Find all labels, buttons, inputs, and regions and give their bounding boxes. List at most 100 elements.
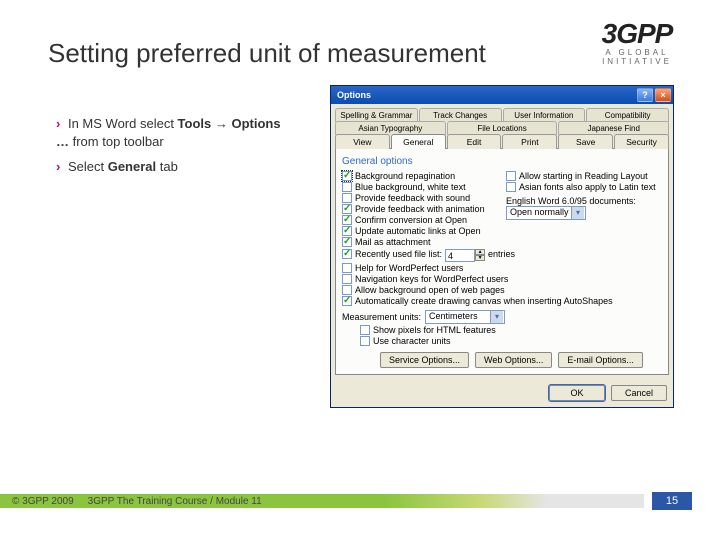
dialog-buttons: OK Cancel [331, 379, 673, 407]
label: Provide feedback with animation [355, 204, 485, 214]
tab-asian-typography[interactable]: Asian Typography [335, 121, 446, 135]
checkbox-icon[interactable] [342, 237, 352, 247]
doc-mode-select[interactable]: Open normally [506, 206, 586, 220]
measurement-row: Measurement units: Centimeters [342, 310, 662, 324]
option-navigation-keys-for-wordperf[interactable]: Navigation keys for WordPerfect users [342, 274, 662, 284]
label: Mail as attachment [355, 237, 431, 247]
checkbox-icon[interactable] [506, 171, 516, 181]
recent-files-spinner[interactable]: ▲▼ [445, 249, 485, 262]
option-update-automatic-links-at-op[interactable]: Update automatic links at Open [342, 226, 498, 236]
label: Update automatic links at Open [355, 226, 481, 236]
label: entries [488, 249, 515, 259]
option-use-character-units[interactable]: Use character units [360, 336, 662, 346]
option-blue-background-white-text[interactable]: Blue background, white text [342, 182, 498, 192]
text: Select [68, 159, 108, 174]
option-help-for-wordperfect-users[interactable]: Help for WordPerfect users [342, 263, 662, 273]
option-confirm-conversion-at-open[interactable]: Confirm conversion at Open [342, 215, 498, 225]
checkbox-icon[interactable] [342, 171, 352, 181]
checkbox-icon[interactable] [342, 226, 352, 236]
copyright: © 3GPP 2009 [12, 496, 74, 507]
label: Show pixels for HTML features [373, 325, 496, 335]
titlebar[interactable]: Options ? × [331, 86, 673, 104]
measurement-select[interactable]: Centimeters [425, 310, 505, 324]
tab-user-information[interactable]: User Information [503, 108, 586, 122]
general-panel: General options Background repaginationB… [335, 148, 669, 375]
dialog-title: Options [337, 90, 371, 100]
instruction-item: › Select General tab [56, 158, 286, 176]
option-show-pixels-for-html-feature[interactable]: Show pixels for HTML features [360, 325, 662, 335]
option-background-repagination[interactable]: Background repagination [342, 171, 498, 181]
arrow: → [211, 116, 231, 131]
logo: 3GPP A GLOBAL INITIATIVE [582, 20, 692, 66]
tab-compatibility[interactable]: Compatibility [586, 108, 669, 122]
footer: © 3GPP 2009 3GPP The Training Course / M… [0, 492, 720, 510]
options-dialog: Options ? × Spelling & GrammarTrack Chan… [330, 85, 674, 408]
checkbox-icon[interactable] [342, 204, 352, 214]
label: Allow starting in Reading Layout [519, 171, 648, 181]
checkbox-icon[interactable] [342, 182, 352, 192]
tab-file-locations[interactable]: File Locations [447, 121, 558, 135]
web-options--button[interactable]: Web Options... [475, 352, 552, 368]
e-mail-options--button[interactable]: E-mail Options... [558, 352, 643, 368]
spin-buttons[interactable]: ▲▼ [475, 249, 485, 262]
option-mail-as-attachment[interactable]: Mail as attachment [342, 237, 498, 247]
label: Navigation keys for WordPerfect users [355, 274, 508, 284]
spin-down-icon[interactable]: ▼ [475, 255, 485, 261]
checkbox-icon[interactable] [342, 263, 352, 273]
bullet-glyph: › [56, 116, 60, 131]
checkbox-icon[interactable] [342, 249, 352, 259]
footer-bar: © 3GPP 2009 3GPP The Training Course / M… [0, 494, 644, 508]
instruction-list: › In MS Word select Tools → Options … fr… [56, 115, 286, 184]
label: Help for WordPerfect users [355, 263, 463, 273]
checkbox-icon[interactable] [360, 325, 370, 335]
cancel-button[interactable]: Cancel [611, 385, 667, 401]
checkbox-icon[interactable] [506, 182, 516, 192]
label: Use character units [373, 336, 451, 346]
instruction-item: › In MS Word select Tools → Options … fr… [56, 115, 286, 150]
label: Provide feedback with sound [355, 193, 470, 203]
label: Background repagination [355, 171, 455, 181]
course-text: 3GPP The Training Course / Module 11 [88, 496, 262, 507]
strong: Tools [178, 116, 212, 131]
tab-strip: Spelling & GrammarTrack ChangesUser Info… [331, 104, 673, 149]
measurement-label: Measurement units: [342, 312, 421, 322]
text: In MS Word select [68, 116, 178, 131]
recent-files-option[interactable]: Recently used file list: ▲▼ entries [342, 249, 662, 262]
tab-general[interactable]: General [391, 134, 446, 149]
tab-print[interactable]: Print [502, 134, 557, 149]
tab-japanese-find[interactable]: Japanese Find [558, 121, 669, 135]
checkbox-icon[interactable] [342, 296, 352, 306]
option-asian-fonts-also-apply-to-la[interactable]: Asian fonts also apply to Latin text [506, 182, 662, 192]
checkbox-icon[interactable] [342, 285, 352, 295]
tab-edit[interactable]: Edit [447, 134, 502, 149]
checkbox-icon[interactable] [342, 193, 352, 203]
label: Blue background, white text [355, 182, 466, 192]
bullet-glyph: › [56, 159, 60, 174]
slide-title: Setting preferred unit of measurement [48, 38, 486, 69]
ok-button[interactable]: OK [549, 385, 605, 401]
label: Confirm conversion at Open [355, 215, 467, 225]
strong: General [108, 159, 156, 174]
option-automatically-create-drawing[interactable]: Automatically create drawing canvas when… [342, 296, 662, 306]
option-provide-feedback-with-sound[interactable]: Provide feedback with sound [342, 193, 498, 203]
label: Allow background open of web pages [355, 285, 505, 295]
tab-save[interactable]: Save [558, 134, 613, 149]
logo-subtitle: A GLOBAL INITIATIVE [582, 48, 692, 66]
tab-view[interactable]: View [335, 134, 390, 149]
checkbox-icon[interactable] [342, 215, 352, 225]
service-options--button[interactable]: Service Options... [380, 352, 469, 368]
option-allow-background-open-of-web[interactable]: Allow background open of web pages [342, 285, 662, 295]
close-button[interactable]: × [655, 88, 671, 102]
text: tab [156, 159, 178, 174]
tab-track-changes[interactable]: Track Changes [419, 108, 502, 122]
tab-security[interactable]: Security [614, 134, 669, 149]
tab-spelling-grammar[interactable]: Spelling & Grammar [335, 108, 418, 122]
checkbox-icon[interactable] [342, 274, 352, 284]
option-provide-feedback-with-animat[interactable]: Provide feedback with animation [342, 204, 498, 214]
checkbox-icon[interactable] [360, 336, 370, 346]
label: Asian fonts also apply to Latin text [519, 182, 656, 192]
option-allow-starting-in-reading-la[interactable]: Allow starting in Reading Layout [506, 171, 662, 181]
recent-files-input[interactable] [445, 249, 475, 262]
help-button[interactable]: ? [637, 88, 653, 102]
text: from top toolbar [69, 134, 164, 149]
